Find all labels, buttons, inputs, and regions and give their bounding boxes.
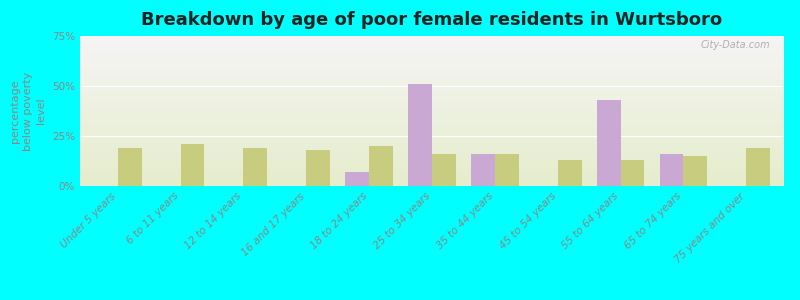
Bar	[471, 154, 495, 186]
Title: Breakdown by age of poor female residents in Wurtsboro: Breakdown by age of poor female resident…	[142, 11, 722, 29]
Bar	[408, 84, 432, 186]
Bar	[597, 100, 621, 186]
Bar	[558, 160, 582, 186]
Text: City-Data.com: City-Data.com	[700, 40, 770, 50]
Bar	[432, 154, 456, 186]
Bar	[306, 150, 330, 186]
Bar	[181, 144, 205, 186]
Bar	[495, 154, 518, 186]
Bar	[621, 160, 645, 186]
Bar	[118, 148, 142, 186]
Bar	[683, 156, 707, 186]
Bar	[659, 154, 683, 186]
Bar	[243, 148, 267, 186]
Y-axis label: percentage
below poverty
level: percentage below poverty level	[10, 71, 46, 151]
Bar	[346, 172, 369, 186]
Bar	[746, 148, 770, 186]
Bar	[369, 146, 393, 186]
